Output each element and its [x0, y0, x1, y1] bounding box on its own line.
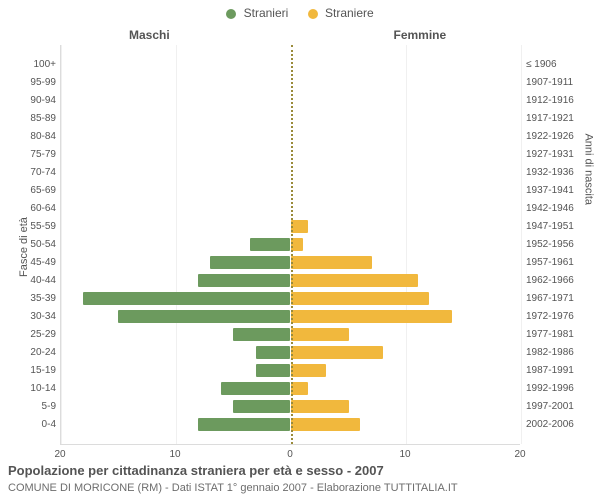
y-label-age: 85-89 — [4, 114, 56, 124]
y-label-age: 35-39 — [4, 294, 56, 304]
y-label-birth: 1952-1956 — [526, 240, 586, 250]
y-label-birth: 1987-1991 — [526, 366, 586, 376]
y-label-age: 10-14 — [4, 384, 56, 394]
bar-male — [83, 292, 290, 305]
y-label-birth: 1962-1966 — [526, 276, 586, 286]
bar-male — [256, 364, 291, 377]
x-tick-label: 20 — [54, 449, 65, 460]
y-label-age: 20-24 — [4, 348, 56, 358]
bar-female — [291, 256, 372, 269]
bar-female — [291, 220, 308, 233]
legend-swatch-male — [226, 9, 236, 19]
y-label-age: 45-49 — [4, 258, 56, 268]
x-tick-label: 10 — [399, 449, 410, 460]
y-label-age: 50-54 — [4, 240, 56, 250]
y-label-age: 0-4 — [4, 420, 56, 430]
y-label-age: 80-84 — [4, 132, 56, 142]
center-divider — [291, 45, 293, 444]
bar-female — [291, 328, 349, 341]
bar-male — [256, 346, 291, 359]
bar-male — [250, 238, 290, 251]
x-tick-label: 10 — [169, 449, 180, 460]
y-label-age: 90-94 — [4, 96, 56, 106]
y-label-age: 65-69 — [4, 186, 56, 196]
y-label-birth: 1992-1996 — [526, 384, 586, 394]
y-label-birth: 1927-1931 — [526, 150, 586, 160]
y-label-birth: 1932-1936 — [526, 168, 586, 178]
y-label-birth: 1942-1946 — [526, 204, 586, 214]
legend-label-male: Stranieri — [244, 6, 289, 20]
legend-item-female: Straniere — [308, 6, 374, 20]
y-label-birth: 1957-1961 — [526, 258, 586, 268]
y-label-birth: 1937-1941 — [526, 186, 586, 196]
chart-title: Popolazione per cittadinanza straniera p… — [8, 463, 384, 478]
y-label-birth: 2002-2006 — [526, 420, 586, 430]
y-label-age: 60-64 — [4, 204, 56, 214]
legend-label-female: Straniere — [325, 6, 374, 20]
bar-male — [118, 310, 291, 323]
y-label-age: 40-44 — [4, 276, 56, 286]
bar-male — [210, 256, 291, 269]
bar-male — [233, 400, 291, 413]
y-label-birth: 1917-1921 — [526, 114, 586, 124]
chart-container: Stranieri Straniere Maschi Femmine Fasce… — [0, 0, 600, 500]
legend: Stranieri Straniere — [0, 6, 600, 20]
y-label-birth: 1997-2001 — [526, 402, 586, 412]
column-title-female: Femmine — [394, 28, 447, 42]
bar-female — [291, 274, 418, 287]
bar-female — [291, 364, 326, 377]
y-label-age: 30-34 — [4, 312, 56, 322]
y-label-birth: 1967-1971 — [526, 294, 586, 304]
y-label-age: 70-74 — [4, 168, 56, 178]
y-label-age: 5-9 — [4, 402, 56, 412]
y-label-age: 75-79 — [4, 150, 56, 160]
chart-subtitle: COMUNE DI MORICONE (RM) - Dati ISTAT 1° … — [8, 482, 458, 494]
x-tick-label: 0 — [287, 449, 293, 460]
y-label-birth: 1947-1951 — [526, 222, 586, 232]
y-label-age: 15-19 — [4, 366, 56, 376]
y-label-birth: ≤ 1906 — [526, 60, 586, 70]
column-title-male: Maschi — [129, 28, 170, 42]
y-label-birth: 1982-1986 — [526, 348, 586, 358]
bar-male — [198, 418, 290, 431]
bar-male — [233, 328, 291, 341]
y-label-birth: 1972-1976 — [526, 312, 586, 322]
y-label-birth: 1922-1926 — [526, 132, 586, 142]
y-label-birth: 1977-1981 — [526, 330, 586, 340]
y-label-age: 100+ — [4, 60, 56, 70]
legend-swatch-female — [308, 9, 318, 19]
y-label-age: 55-59 — [4, 222, 56, 232]
bar-female — [291, 400, 349, 413]
bar-female — [291, 418, 360, 431]
y-label-birth: 1907-1911 — [526, 78, 586, 88]
bar-male — [221, 382, 290, 395]
plot-area — [60, 45, 520, 445]
bar-female — [291, 346, 383, 359]
y-label-age: 95-99 — [4, 78, 56, 88]
bar-male — [198, 274, 290, 287]
bar-female — [291, 292, 429, 305]
bar-female — [291, 310, 452, 323]
bar-female — [291, 382, 308, 395]
y-label-age: 25-29 — [4, 330, 56, 340]
x-tick-label: 20 — [514, 449, 525, 460]
y-label-birth: 1912-1916 — [526, 96, 586, 106]
legend-item-male: Stranieri — [226, 6, 288, 20]
